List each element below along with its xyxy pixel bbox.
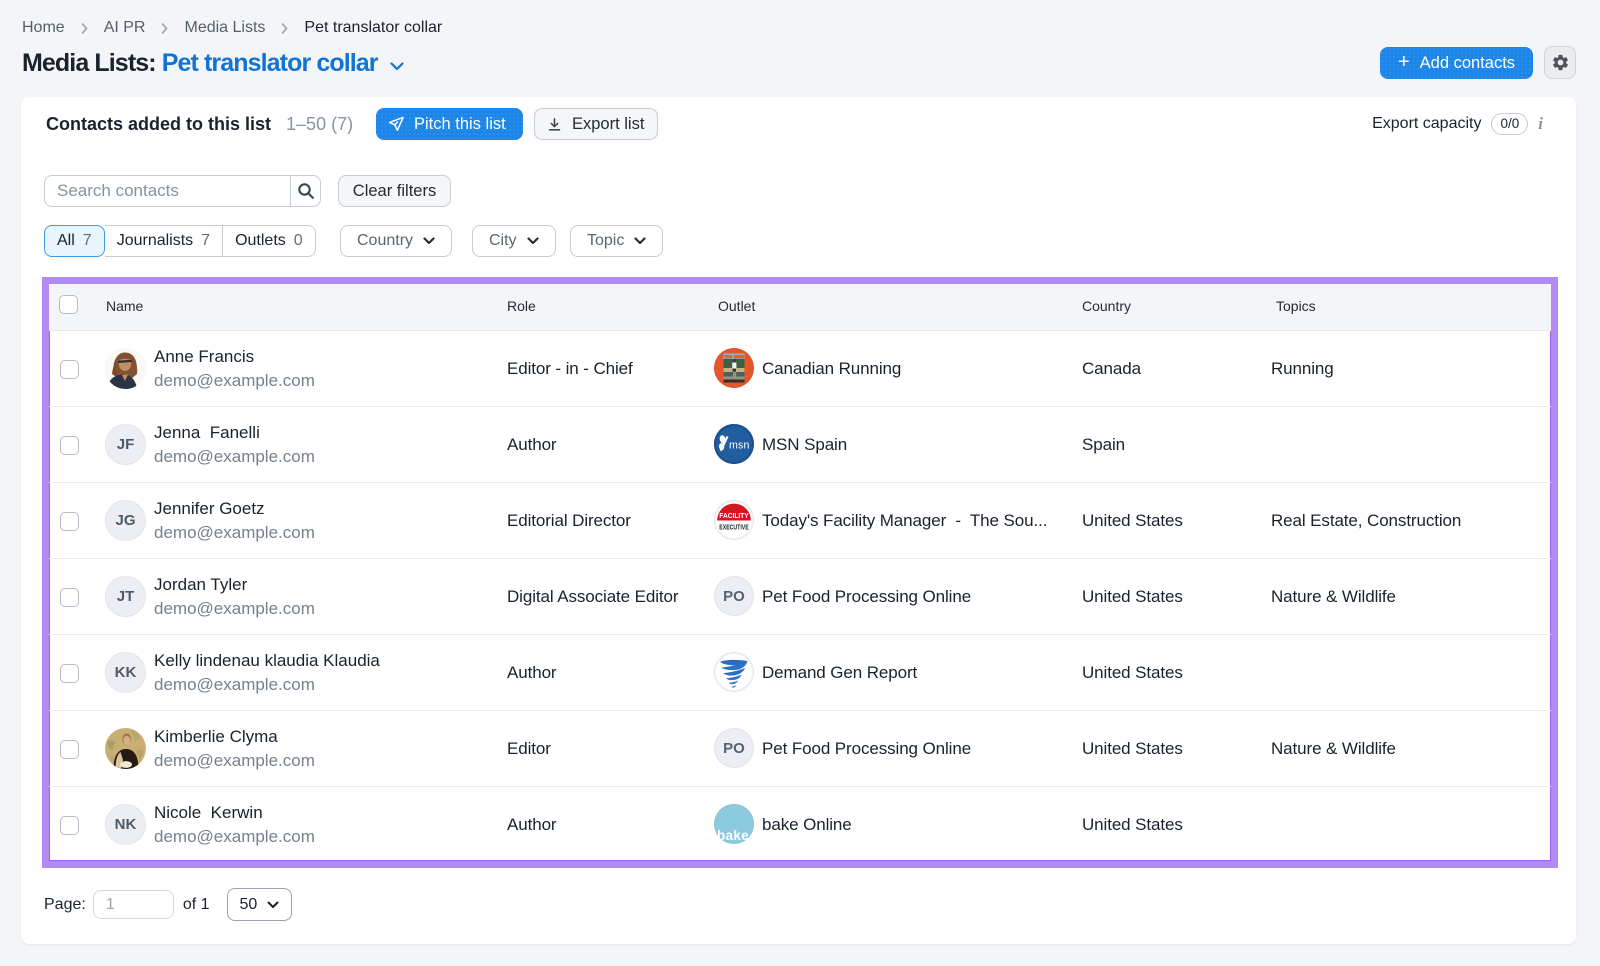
svg-text:msn: msn — [729, 440, 750, 452]
svg-text:EXECUTIVE: EXECUTIVE — [719, 525, 749, 532]
svg-text:FACILITY: FACILITY — [719, 511, 748, 520]
